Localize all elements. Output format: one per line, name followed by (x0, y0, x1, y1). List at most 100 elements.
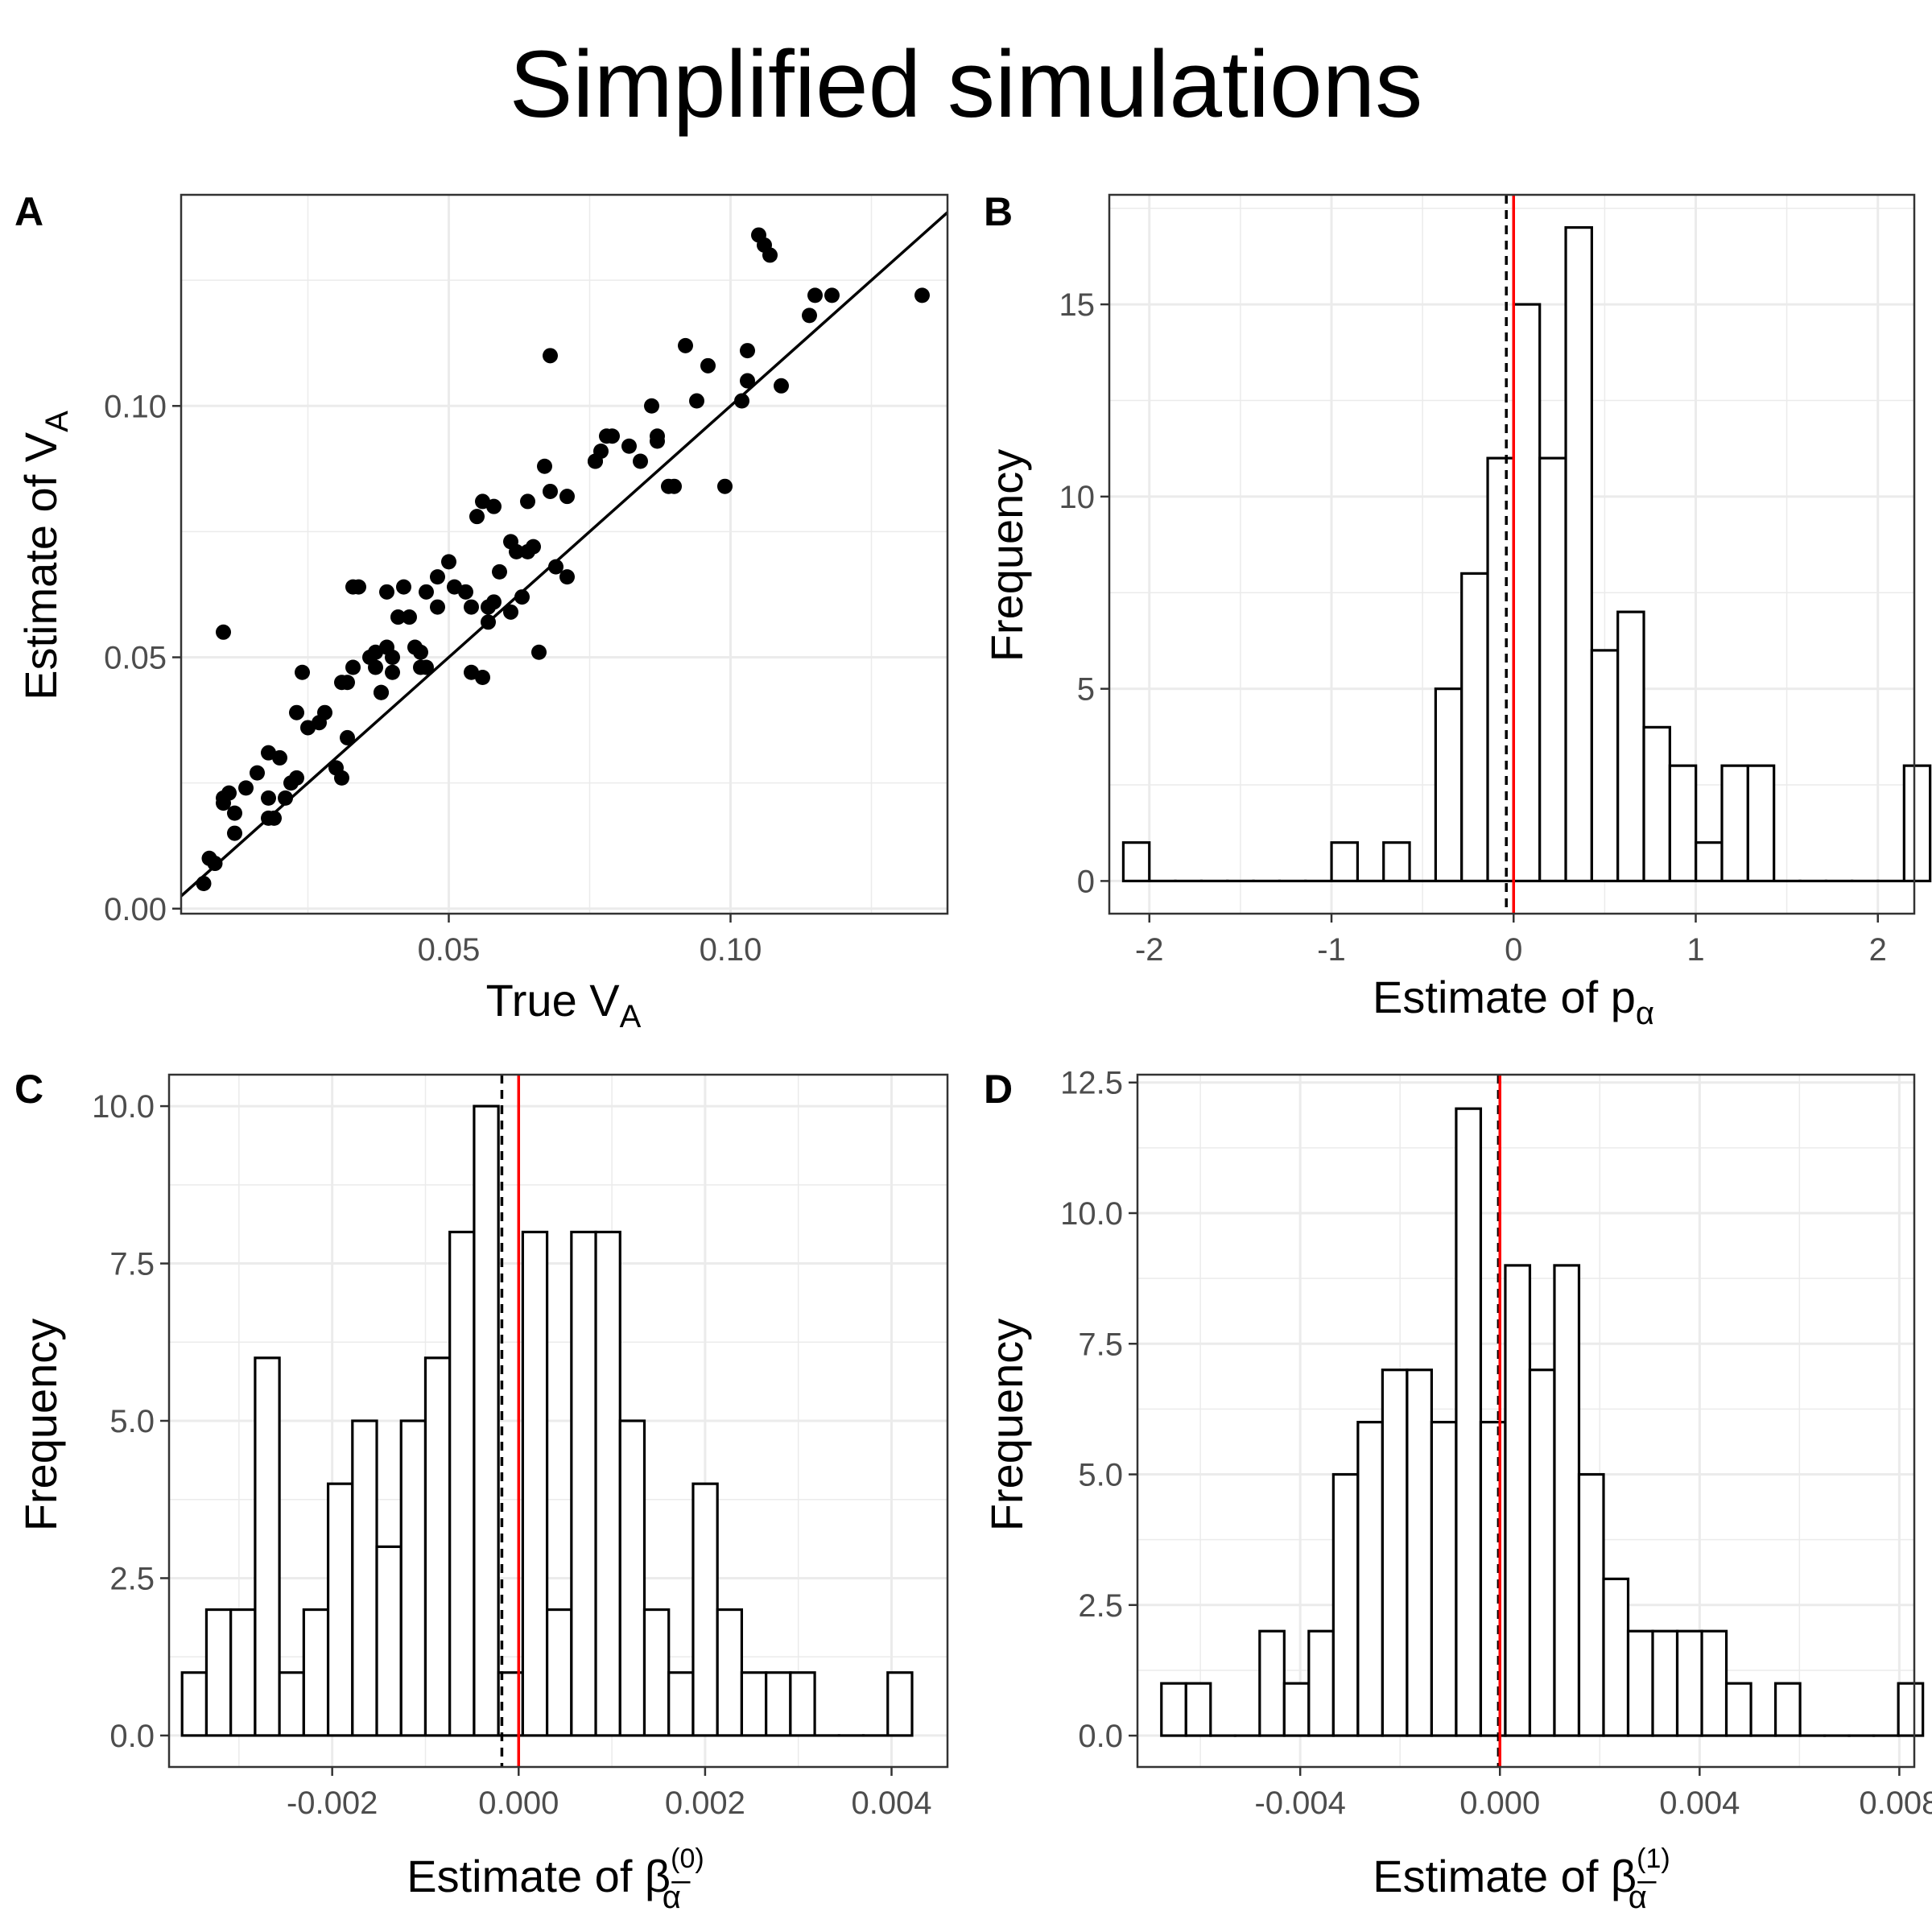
scatter-point (227, 805, 242, 821)
y-tick-label: 5.0 (1078, 1458, 1123, 1493)
histogram-bar (642, 1608, 671, 1737)
histogram-bar (546, 1608, 573, 1737)
histogram-bar (423, 1356, 452, 1737)
x-tick-label: 0.000 (478, 1785, 559, 1821)
y-tick-label: 10.0 (92, 1089, 155, 1125)
y-axis-title-d: Frequency (981, 1319, 1032, 1532)
plot-area-c (160, 1073, 949, 1776)
scatter-point (802, 308, 817, 324)
histogram-bar (570, 1230, 597, 1737)
y-tick-label: 10.0 (1060, 1196, 1123, 1232)
histogram-bar (1902, 764, 1932, 883)
scatter-point (464, 599, 479, 615)
y-axis-title-c: Frequency (15, 1319, 66, 1532)
scatter-point (559, 569, 575, 585)
x-tick-label: -0.002 (287, 1785, 378, 1821)
y-tick-labels-c: 0.0 2.5 5.0 7.5 10.0 (92, 1089, 155, 1754)
scatter-point (272, 749, 287, 766)
histogram-bar (691, 1482, 719, 1737)
y-tick-label: 7.5 (109, 1247, 155, 1282)
histogram-bar (254, 1356, 281, 1737)
scatter-point (514, 589, 530, 605)
histogram-bar (473, 1104, 500, 1737)
histogram-bar (1724, 1682, 1752, 1737)
histogram-bar (1602, 1577, 1630, 1737)
scatter-point (593, 443, 609, 459)
scatter-point (481, 614, 496, 630)
histogram-bar (1642, 725, 1671, 883)
histogram-bar (1160, 1682, 1187, 1737)
scatter-point (250, 765, 265, 781)
scatter-point (289, 704, 304, 720)
panel-label-c: C (14, 1067, 43, 1112)
histogram-bar (1307, 1629, 1335, 1737)
panel-d: D -0.004 0.000 0.004 0.008 0.0 2.5 5.0 7.5 10.0… (981, 1066, 1932, 1915)
scatter-point (667, 478, 682, 494)
histogram-bar (351, 1419, 378, 1737)
scatter-point (526, 539, 541, 555)
histogram-bar (618, 1419, 646, 1737)
y-tick-label: 5 (1077, 672, 1095, 708)
histogram-bar (594, 1230, 621, 1737)
histogram-bar (1695, 841, 1724, 883)
histogram-bar (1773, 1682, 1802, 1737)
panel-border (167, 1073, 949, 1769)
y-tick-labels-a: 0.00 0.05 0.10 (104, 389, 167, 927)
scatter-point (390, 609, 406, 625)
scatter-point (441, 554, 456, 570)
x-tick-label: -2 (1135, 932, 1164, 968)
y-tick-label: 0.0 (1078, 1719, 1123, 1754)
scatter-point (644, 398, 659, 414)
histogram-bar (1700, 1629, 1728, 1737)
x-tick-label: 0.004 (1659, 1785, 1740, 1821)
histogram-bar (1356, 1421, 1384, 1737)
scatter-point (374, 684, 389, 700)
histogram-bar (667, 1671, 695, 1737)
scatter-point (762, 247, 778, 263)
figure-title: Simplified simulations (510, 31, 1423, 138)
scatter-point (385, 664, 400, 680)
histogram-bar (1382, 841, 1411, 883)
scatter-point (345, 659, 361, 675)
x-tick-label: -0.004 (1254, 1785, 1345, 1821)
histogram-bar (1553, 1264, 1581, 1737)
scatter-point (774, 378, 789, 394)
scatter-point (475, 669, 490, 685)
y-tick-labels-b: 0 5 10 15 (1059, 287, 1096, 899)
histogram-bar (1331, 1472, 1360, 1737)
y-tick-label: 0.0 (109, 1719, 155, 1754)
scatter-point (492, 564, 507, 580)
scatter-point (734, 393, 749, 409)
x-tick-labels-c: -0.002 0.000 0.002 0.004 (287, 1785, 932, 1821)
histogram-bar (1512, 303, 1542, 883)
scatter-point (351, 579, 366, 595)
histogram-bar (1430, 1421, 1458, 1737)
panel-border (1108, 193, 1916, 915)
histogram-bar (1406, 1368, 1434, 1737)
scatter-point (216, 624, 231, 640)
histogram-bar (1626, 1629, 1654, 1737)
scatter-point (537, 458, 552, 474)
scatter-point (740, 373, 755, 389)
histogram-bar (375, 1545, 402, 1737)
scatter-point (469, 509, 485, 525)
histogram-bar (1590, 649, 1620, 883)
histogram-bar (1455, 1107, 1483, 1737)
y-tick-label: 7.5 (1078, 1327, 1123, 1362)
scatter-point (238, 780, 254, 796)
scatter-point (207, 856, 223, 872)
scatter-point (430, 599, 445, 615)
x-tick-labels-b: -2 -1 0 1 2 (1135, 932, 1887, 968)
histogram-bar (1381, 1368, 1409, 1737)
scatter-point (419, 659, 434, 675)
y-tick-labels-d: 0.0 2.5 5.0 7.5 10.0 12.5 (1060, 1066, 1123, 1754)
panel-label-b: B (984, 189, 1013, 234)
scatter-point (458, 584, 473, 600)
scatter-point (520, 493, 535, 510)
scatter-point (503, 604, 518, 620)
scatter-point (914, 287, 930, 303)
histogram-bar (180, 1671, 208, 1737)
y-tick-label: 10 (1059, 480, 1096, 515)
histogram-bar (229, 1608, 257, 1737)
panel-c: C -0.002 0.000 0.002 0.004 0.0 2.5 5.0 7.5 10.0… (14, 1067, 949, 1915)
